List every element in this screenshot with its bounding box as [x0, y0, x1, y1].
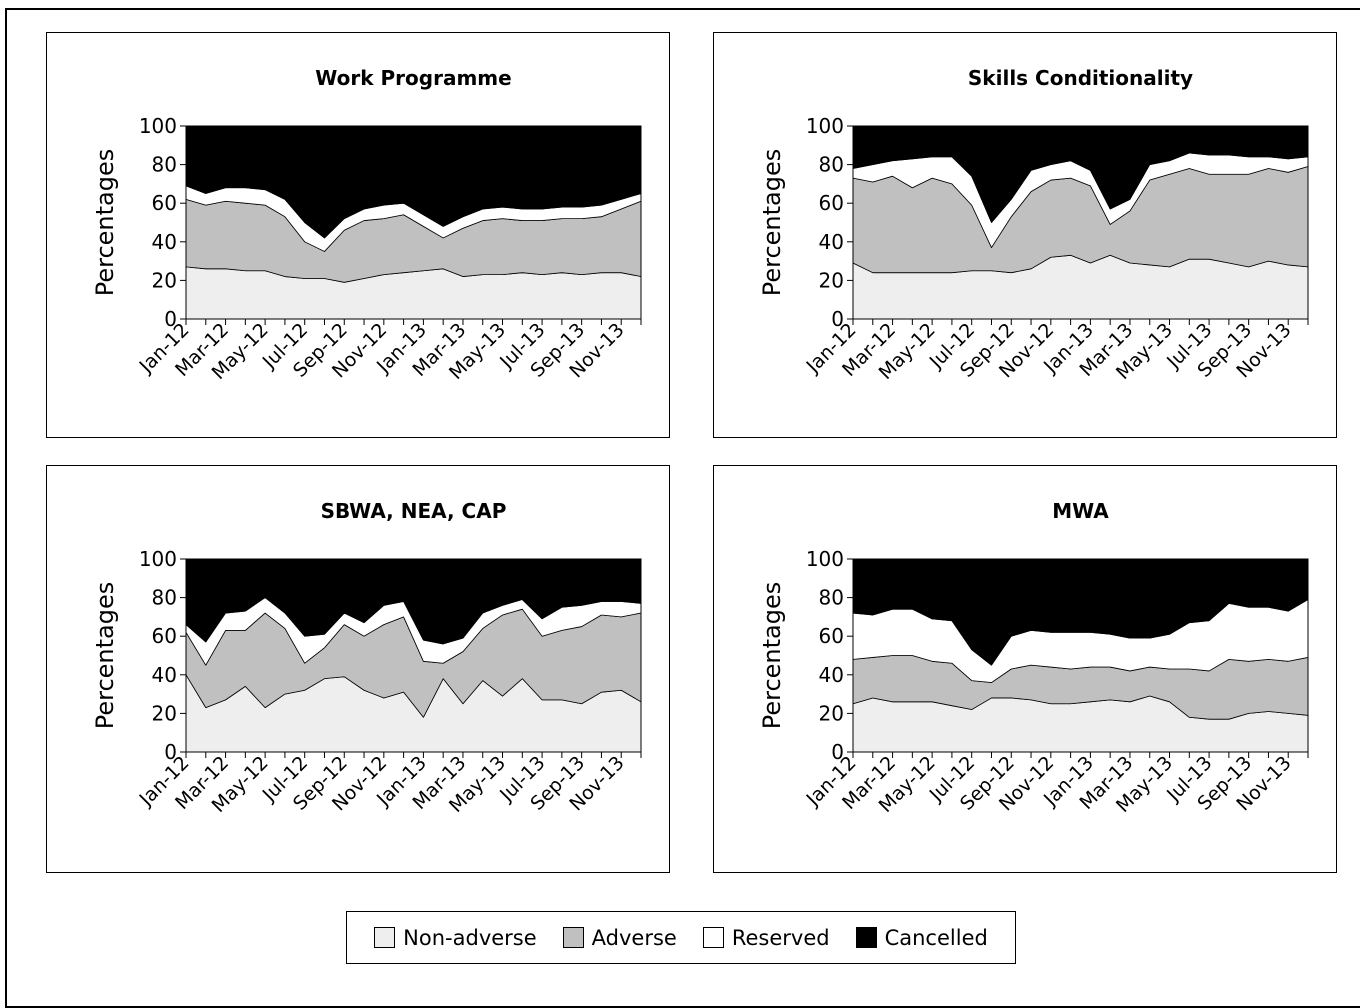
chart-skills-conditionality: Skills Conditionality 0 20 40 60 80 100 Percent… — [758, 66, 1309, 384]
y-axis-label: Percentages — [758, 149, 786, 297]
legend-label: Non-adverse — [403, 925, 537, 950]
chart-mwa: MWA020406080100PercentagesJan-12Mar-12Ma… — [758, 499, 1309, 817]
chart-title: MWA — [1052, 499, 1109, 523]
chart-sbwa-nea-cap: SBWA, NEA, CAP020406080100PercentagesJan… — [91, 499, 642, 817]
legend-item-adverse: Adverse — [562, 925, 677, 950]
y-tick-label: 20 — [819, 701, 844, 725]
y-tick-label: 40 — [819, 230, 844, 254]
y-axis-label: Percentages — [758, 582, 786, 730]
legend-item-non-adverse: Non-adverse — [374, 926, 537, 950]
legend-label: Adverse — [591, 925, 677, 950]
y-tick-label: 40 — [152, 230, 177, 254]
y-tick-label: 60 — [152, 624, 177, 648]
plot-area-border — [185, 125, 642, 320]
y-tick-label: 80 — [152, 586, 177, 610]
legend-item-reserved: Reserved — [702, 925, 830, 950]
y-tick-label: 60 — [152, 191, 177, 215]
y-tick-label: 60 — [819, 191, 844, 215]
chart-panel-work-programme: Work Programme 0 20 40 60 80 100 Percentages Jan… — [46, 32, 670, 438]
y-tick-label: 0 — [164, 740, 177, 764]
chart-panel-sbwa-nea-cap: SBWA, NEA, CAP 0 20 40 60 80 100 Percentages Jan… — [46, 465, 670, 873]
chart-panel-mwa: MWA 0 20 40 60 80 100 Percentages Jan-12 Mar-12 Ma… — [713, 465, 1337, 873]
y-tick-label: 60 — [819, 624, 844, 648]
chart-legend: Non-adverse Adverse Reserved Cancelled — [346, 911, 1016, 964]
y-tick-label: 100 — [806, 547, 844, 571]
area-series-non-adverse — [185, 266, 642, 320]
y-axis-label: Percentages — [91, 582, 119, 730]
y-tick-label: 40 — [819, 663, 844, 687]
legend-label: Reserved — [731, 925, 830, 950]
chart-title: Skills Conditionality — [968, 66, 1193, 90]
y-tick-label: 80 — [819, 586, 844, 610]
y-tick-label: 0 — [164, 307, 177, 331]
y-tick-label: 40 — [152, 663, 177, 687]
legend-swatch-reserved — [702, 927, 724, 948]
chart-title: Work Programme — [315, 66, 511, 90]
chart-title: SBWA, NEA, CAP — [321, 499, 507, 523]
y-tick-label: 80 — [819, 153, 844, 177]
chart-panel-skills-conditionality: Skills Conditionality 0 20 40 60 80 100 Percent… — [713, 32, 1337, 438]
legend-label: Cancelled — [884, 925, 988, 950]
legend-item-cancelled: Cancelled — [855, 925, 988, 950]
y-tick-label: 0 — [831, 307, 844, 331]
y-tick-label: 100 — [139, 547, 177, 571]
y-axis-label: Percentages — [91, 149, 119, 297]
plot-area-border — [852, 558, 1309, 753]
plot-area-border — [852, 125, 1309, 320]
y-tick-label: 20 — [152, 701, 177, 725]
y-tick-label: 100 — [806, 114, 844, 138]
y-tick-label: 20 — [819, 268, 844, 292]
legend-swatch-adverse — [562, 927, 584, 948]
legend-swatch-cancelled — [855, 927, 877, 948]
y-tick-label: 100 — [139, 114, 177, 138]
plot-area-border — [185, 558, 642, 753]
y-tick-label: 0 — [831, 740, 844, 764]
y-tick-label: 20 — [152, 268, 177, 292]
chart-work-programme: Work Programme020406080100PercentagesJan… — [91, 66, 642, 384]
y-tick-label: 80 — [152, 153, 177, 177]
legend-swatch-non-adverse — [374, 927, 396, 948]
